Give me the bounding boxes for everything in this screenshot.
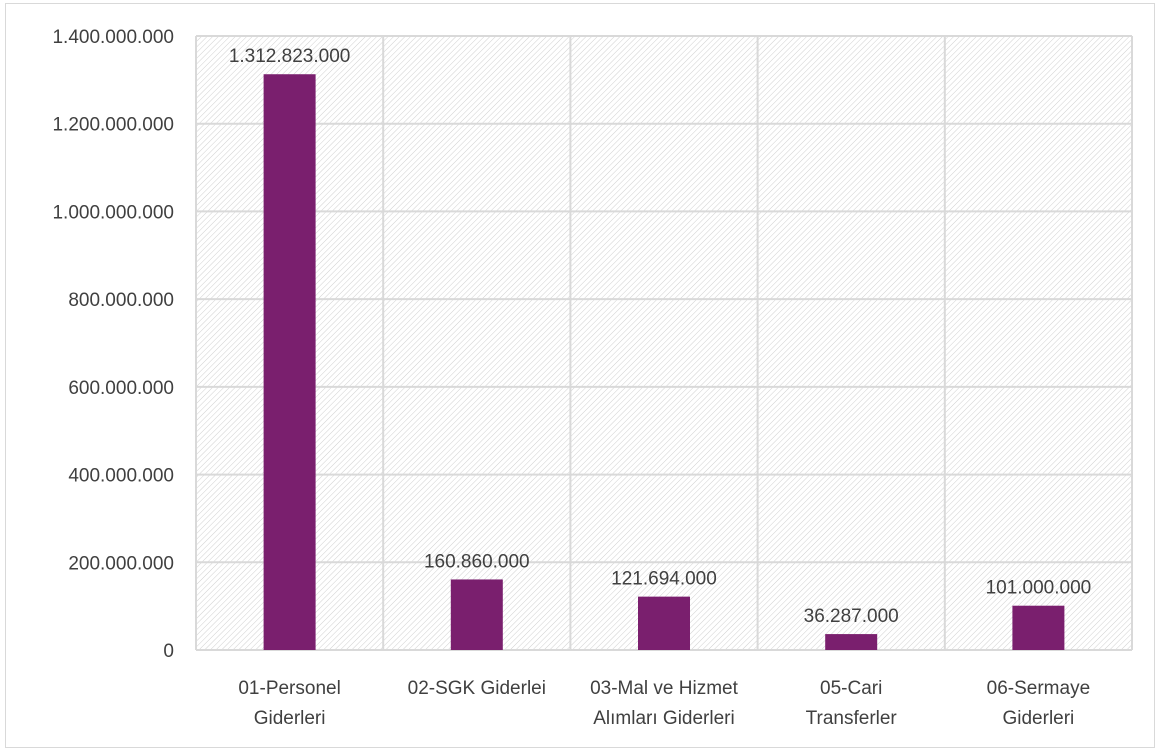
x-tick-label: 03-Mal ve Hizmet Alımları Giderleri — [590, 678, 739, 729]
y-tick-label: 1.400.000.000 — [52, 27, 174, 48]
data-label: 36.287.000 — [804, 606, 899, 627]
bar — [1012, 605, 1065, 650]
x-tick-label: 01-Personel Giderleri — [238, 678, 340, 729]
data-label: 160.860.000 — [424, 551, 530, 572]
data-label: 101.000.000 — [986, 578, 1092, 599]
y-tick-label: 400.000.000 — [68, 466, 174, 487]
y-tick-label: 800.000.000 — [68, 290, 174, 311]
bar — [450, 579, 503, 650]
plot-area — [196, 36, 1132, 650]
y-tick-label: 1.200.000.000 — [52, 115, 174, 136]
data-label: 121.694.000 — [611, 569, 717, 590]
y-tick-label: 0 — [163, 641, 174, 662]
bar — [825, 634, 878, 650]
y-tick-label: 200.000.000 — [68, 553, 174, 574]
x-tick-label: 06-Sermaye Giderleri — [987, 678, 1091, 729]
y-tick-label: 600.000.000 — [68, 378, 174, 399]
bar — [263, 74, 316, 651]
x-tick-label: 02-SGK Giderlei — [408, 678, 546, 699]
bar — [638, 596, 690, 650]
x-tick-label: 05-Cari Transferler — [806, 678, 898, 729]
y-tick-label: 1.000.000.000 — [52, 202, 174, 223]
data-label: 1.312.823.000 — [229, 46, 351, 67]
